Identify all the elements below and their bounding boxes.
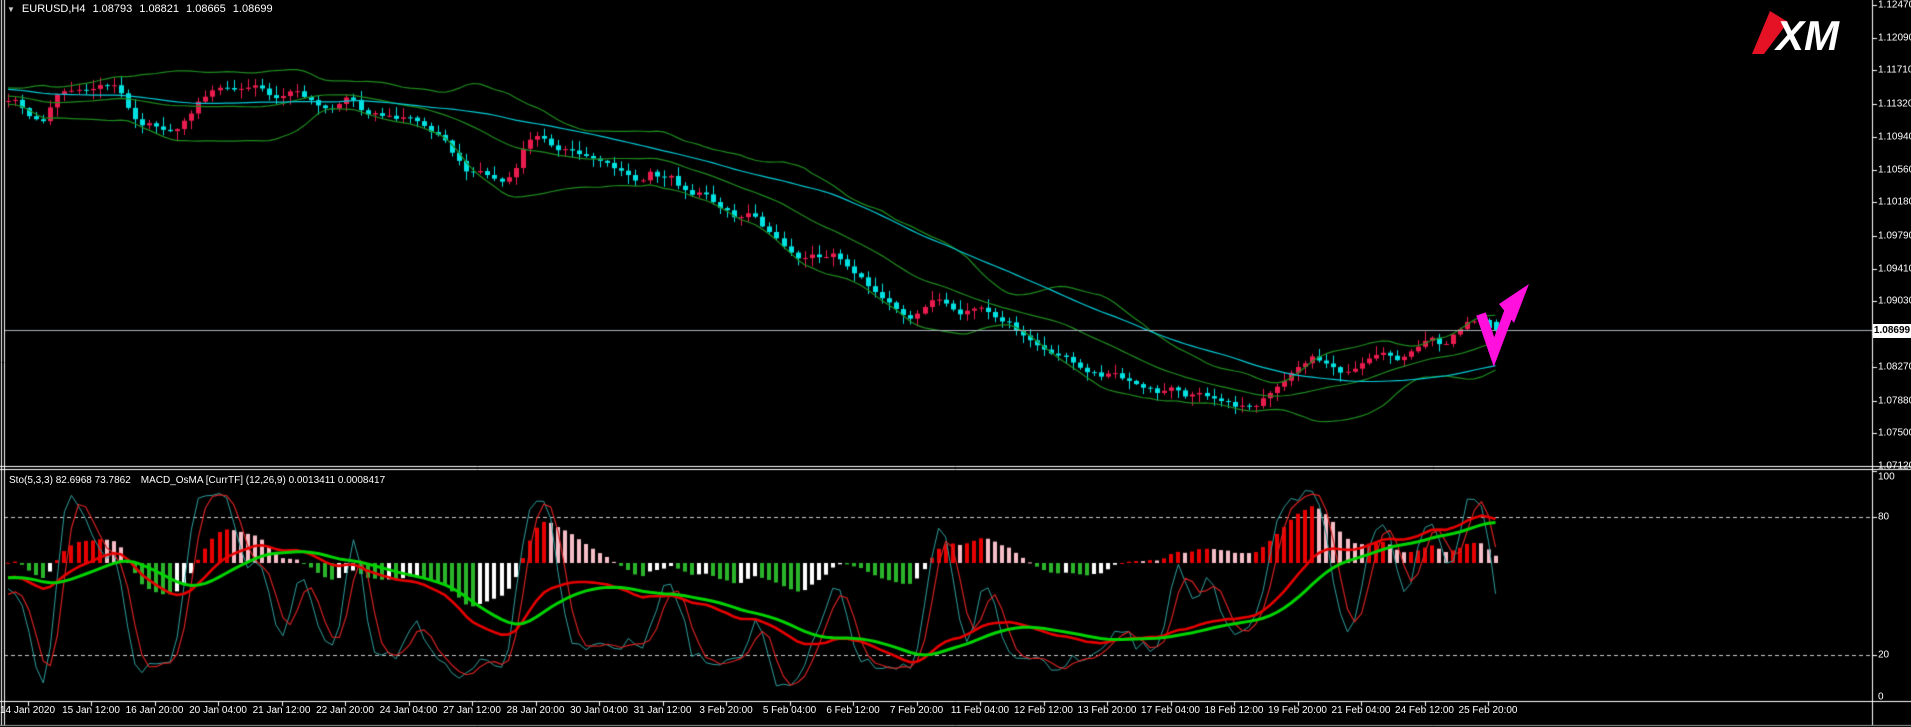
time-axis-label: 19 Feb 20:00 [1268, 705, 1327, 716]
time-axis-label: 31 Jan 12:00 [633, 705, 692, 716]
symbol-period-label: EURUSD,H4 [21, 3, 86, 15]
xm-logo-text: XM [1774, 12, 1840, 59]
price-axis-tick: 1.09030 [1878, 295, 1911, 307]
time-axis-label: 21 Jan 12:00 [252, 705, 311, 716]
ohlc-high-value: 1.08821 [139, 3, 180, 15]
time-axis-label: 14 Jan 2020 [0, 705, 56, 716]
price-axis-tick: 1.08270 [1878, 361, 1911, 373]
time-axis-label: 13 Feb 20:00 [1077, 705, 1137, 716]
ohlc-close-value: 1.08699 [232, 3, 273, 15]
time-axis-label: 3 Feb 20:00 [699, 705, 753, 716]
time-axis-label: 22 Jan 20:00 [316, 705, 374, 716]
time-axis-label: 11 Feb 04:00 [950, 705, 1010, 716]
time-axis-label: 28 Jan 20:00 [506, 705, 565, 716]
price-axis-tick: 1.07500 [1878, 427, 1911, 439]
ohlc-open-value: 1.08793 [92, 3, 133, 15]
price-axis-tick: 1.07880 [1878, 395, 1911, 407]
time-axis-label: 16 Jan 20:00 [125, 705, 184, 716]
indicator-axis-tick: 20 [1878, 649, 1890, 661]
stochastic-label: Sto(5,3,3) 82.6968 73.7862 [9, 475, 131, 486]
time-axis-label: 15 Jan 12:00 [62, 705, 120, 716]
time-axis-label: 21 Feb 04:00 [1331, 705, 1391, 716]
price-axis-tick: 1.11320 [1878, 98, 1911, 110]
time-axis-label: 5 Feb 04:00 [762, 705, 817, 716]
time-axis-label: 27 Jan 12:00 [443, 705, 501, 716]
time-axis-label: 7 Feb 20:00 [889, 705, 944, 716]
symbol-dropdown-icon[interactable]: ▼ [7, 4, 15, 14]
time-axis-label: 6 Feb 12:00 [826, 705, 880, 716]
indicator-axis-tick: 100 [1878, 471, 1895, 483]
price-axis-tick: 1.10560 [1878, 164, 1911, 176]
price-axis-tick: 1.12470 [1878, 0, 1911, 11]
indicator-header: Sto(5,3,3) 82.6968 73.7862 MACD_OsMA [Cu… [9, 475, 385, 486]
time-axis-label: 12 Feb 12:00 [1014, 705, 1073, 716]
price-axis-tick: 1.10180 [1878, 196, 1911, 208]
price-axis-tick: 1.11710 [1878, 64, 1911, 76]
xm-logo-flag-icon [1752, 11, 1788, 54]
price-axis-tick: 1.07120 [1878, 460, 1911, 472]
time-axis-label: 25 Feb 20:00 [1458, 705, 1518, 716]
current-price-box: 1.08699 [1873, 324, 1911, 338]
ohlc-header: ▼ EURUSD,H4 1.08793 1.08821 1.08665 1.08… [7, 3, 273, 15]
time-axis-label: 24 Feb 12:00 [1395, 705, 1454, 716]
macd-osma-label: MACD_OsMA [CurrTF] (12,26,9) 0.0013411 0… [140, 475, 386, 486]
xm-logo: XM [1752, 11, 1840, 59]
time-axis-label: 17 Feb 04:00 [1141, 705, 1200, 716]
time-axis-label: 18 Feb 12:00 [1204, 705, 1264, 716]
price-axis-tick: 1.09410 [1878, 263, 1911, 275]
time-axis-label: 20 Jan 04:00 [189, 705, 247, 716]
price-axis-tick: 1.12090 [1878, 32, 1911, 44]
time-axis-label: 24 Jan 04:00 [379, 705, 438, 716]
time-axis-label: 30 Jan 04:00 [570, 705, 628, 716]
ohlc-low-value: 1.08665 [186, 3, 226, 15]
indicator-axis-tick: 80 [1878, 511, 1890, 523]
price-axis-tick: 1.10940 [1878, 131, 1911, 143]
indicator-axis-tick: 0 [1878, 691, 1884, 703]
price-axis-tick: 1.09790 [1878, 230, 1911, 242]
